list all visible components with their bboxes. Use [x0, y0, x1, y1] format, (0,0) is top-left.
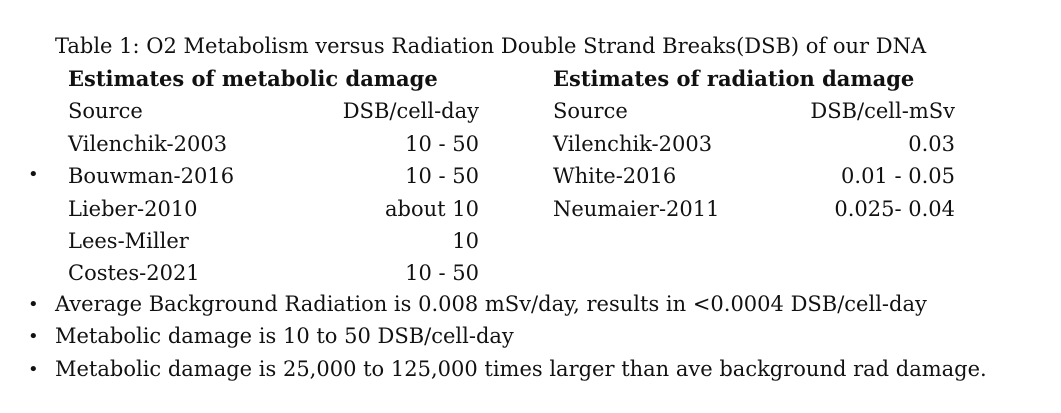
bullet-marker: • — [28, 164, 39, 185]
metabolic-row-value: 10 - 50 — [405, 261, 479, 285]
metabolic-row-value: about 10 — [385, 197, 479, 221]
radiation-row-value: 0.03 — [908, 132, 955, 156]
metabolic-row-source: Bouwman-2016 — [68, 164, 235, 188]
radiation-row-source: Vilenchik-2003 — [553, 132, 713, 156]
bullet-marker: • — [28, 294, 39, 315]
note-background-radiation: Average Background Radiation is 0.008 mS… — [55, 292, 927, 316]
metabolic-col-value: DSB/cell-day — [342, 99, 479, 123]
note-damage-ratio: Metabolic damage is 25,000 to 125,000 ti… — [55, 357, 987, 381]
metabolic-heading: Estimates of metabolic damage — [68, 66, 438, 91]
radiation-row-value: 0.01 - 0.05 — [841, 164, 955, 188]
table-caption: Table 1: O2 Metabolism versus Radiation … — [55, 34, 927, 58]
metabolic-row-source: Lieber-2010 — [68, 197, 198, 221]
radiation-row-value: 0.025- 0.04 — [834, 197, 955, 221]
radiation-col-source: Source — [553, 99, 628, 123]
radiation-heading: Estimates of radiation damage — [553, 66, 915, 91]
note-metabolic-damage: Metabolic damage is 10 to 50 DSB/cell-da… — [55, 324, 514, 348]
bullet-marker: • — [28, 326, 39, 347]
radiation-row-source: White-2016 — [553, 164, 677, 188]
radiation-col-value: DSB/cell-mSv — [810, 99, 955, 123]
metabolic-row-source: Vilenchik-2003 — [68, 132, 228, 156]
radiation-row-source: Neumaier-2011 — [553, 197, 720, 221]
metabolic-row-value: 10 - 50 — [405, 132, 479, 156]
metabolic-row-source: Costes-2021 — [68, 261, 200, 285]
metabolic-col-source: Source — [68, 99, 143, 123]
metabolic-row-source: Lees-Miller — [68, 229, 189, 253]
metabolic-row-value: 10 - 50 — [405, 164, 479, 188]
bullet-marker: • — [28, 359, 39, 380]
metabolic-row-value: 10 — [452, 229, 479, 253]
